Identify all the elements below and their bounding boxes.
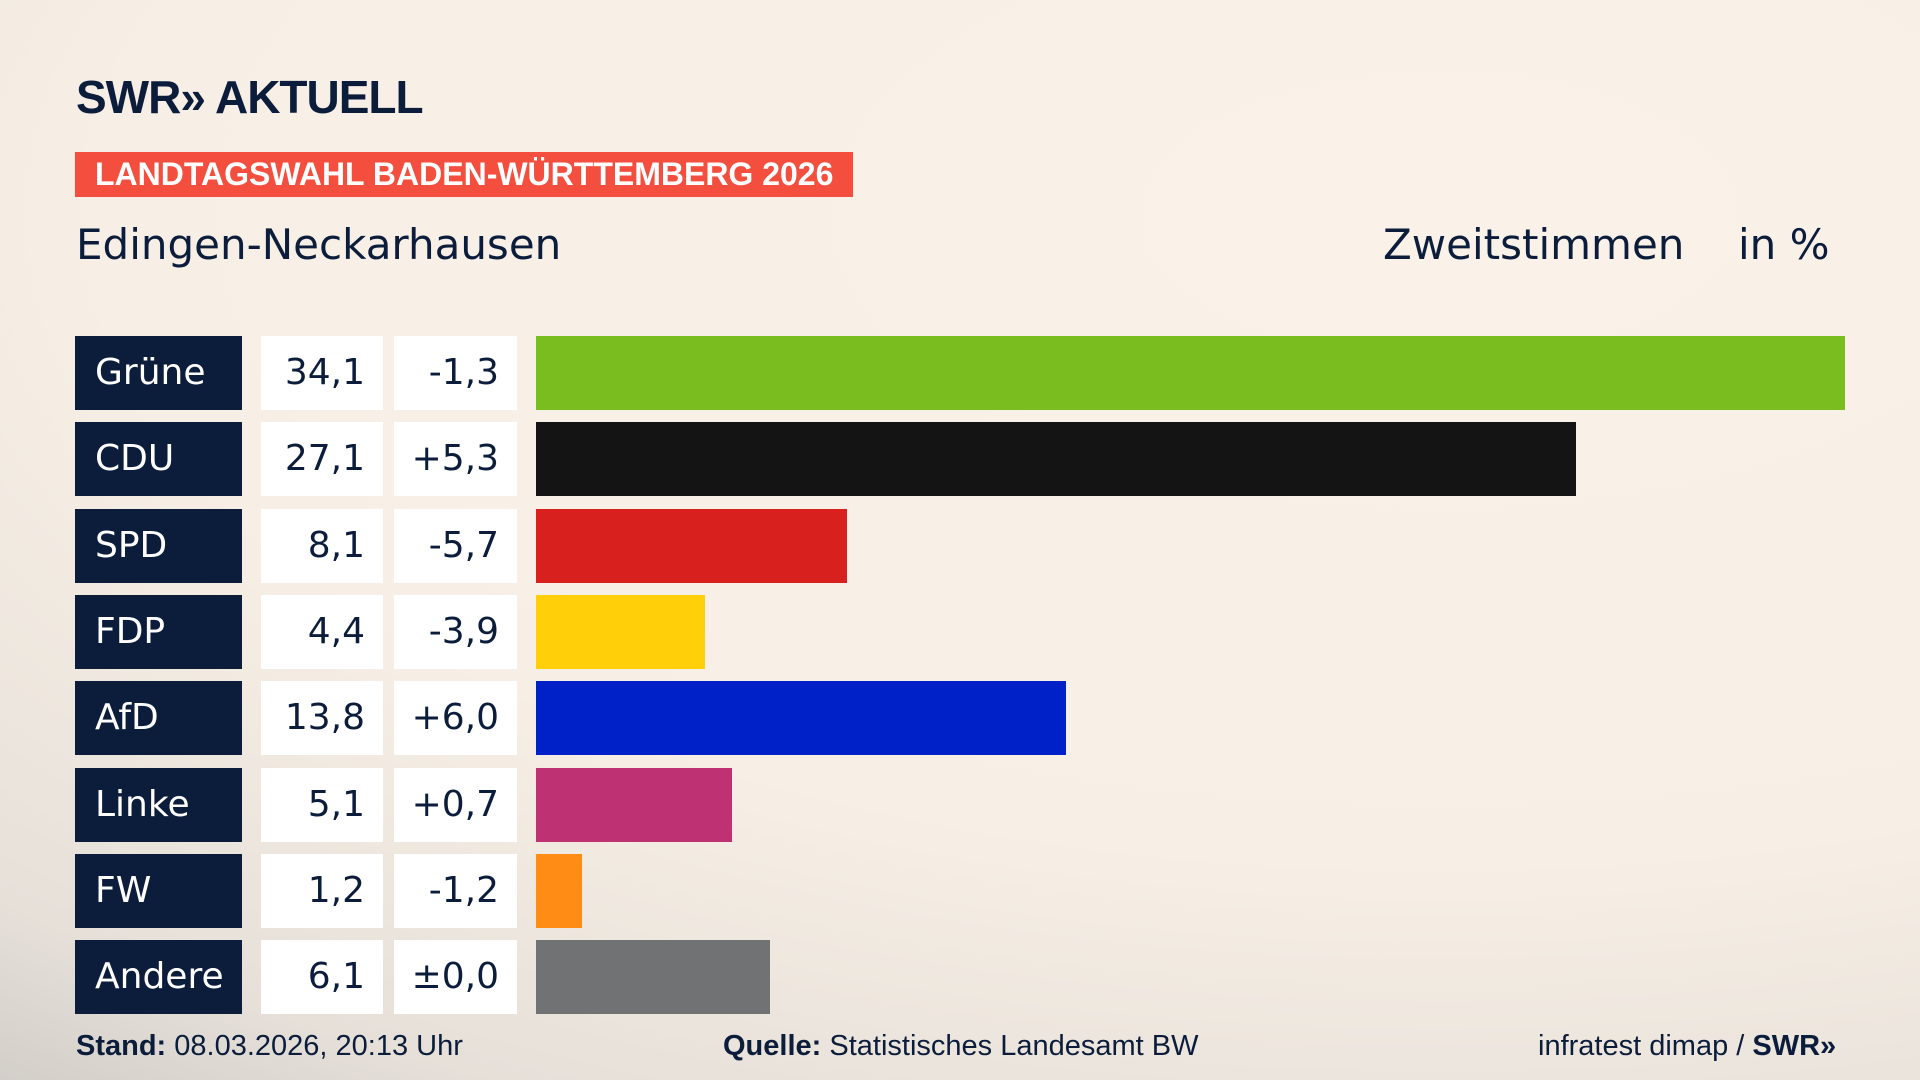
- diff-label: -1,2: [394, 853, 517, 928]
- bar: [536, 767, 732, 842]
- value-label: 13,8: [261, 681, 383, 756]
- value-label: 27,1: [261, 422, 383, 497]
- bar: [536, 940, 771, 1015]
- party-label: Andere: [75, 940, 242, 1015]
- value-label: 34,1: [261, 336, 383, 410]
- bar: [536, 594, 705, 669]
- value-label: 6,1: [261, 940, 383, 1015]
- diff-label: -5,7: [394, 508, 517, 583]
- swr-aktuell-logo: SWR» AKTUELL: [76, 71, 424, 123]
- source-label: Quelle:: [723, 1030, 822, 1062]
- diff-label: +5,3: [394, 422, 517, 497]
- swr-logo: SWR»: [1752, 1030, 1837, 1062]
- party-label: Linke: [75, 767, 242, 842]
- bar-row: Linke 5,1 +0,7: [0, 767, 1920, 842]
- diff-label: +0,7: [394, 767, 517, 842]
- unit-label: in %: [1738, 220, 1830, 269]
- party-label: AfD: [75, 681, 242, 756]
- party-label: FW: [75, 853, 242, 928]
- bar: [536, 853, 583, 928]
- party-label: SPD: [75, 508, 242, 583]
- credit-text: infratest dimap /: [1538, 1030, 1745, 1062]
- source: Quelle: Statistisches Landesamt BW: [723, 1030, 1198, 1063]
- stand-value: 08.03.2026, 20:13 Uhr: [174, 1030, 463, 1062]
- party-label: Grüne: [75, 336, 242, 410]
- bar-row: FW 1,2 -1,2: [0, 853, 1920, 928]
- timestamp: Stand: 08.03.2026, 20:13 Uhr: [76, 1030, 463, 1063]
- value-label: 1,2: [261, 853, 383, 928]
- stand-label: Stand:: [76, 1030, 167, 1062]
- bar-row: Andere 6,1 ±0,0: [0, 940, 1920, 1015]
- bar-row: Grüne 34,1 -1,3: [0, 336, 1920, 410]
- value-label: 4,4: [261, 594, 383, 669]
- metric-label: Zweitstimmen: [1383, 220, 1685, 269]
- credit: infratest dimap / SWR»: [1538, 1030, 1836, 1063]
- diff-label: +6,0: [394, 681, 517, 756]
- bar-row: FDP 4,4 -3,9: [0, 594, 1920, 669]
- diff-label: ±0,0: [394, 940, 517, 1015]
- bar-row: SPD 8,1 -5,7: [0, 508, 1920, 583]
- value-label: 5,1: [261, 767, 383, 842]
- source-value: Statistisches Landesamt BW: [829, 1030, 1199, 1062]
- party-label: CDU: [75, 422, 242, 497]
- diff-label: -1,3: [394, 336, 517, 410]
- bar-row: AfD 13,8 +6,0: [0, 681, 1920, 756]
- bar: [536, 508, 847, 583]
- party-label: FDP: [75, 594, 242, 669]
- election-banner: LANDTAGSWAHL BADEN-WÜRTTEMBERG 2026: [75, 152, 854, 197]
- bar-row: CDU 27,1 +5,3: [0, 422, 1920, 497]
- value-label: 8,1: [261, 508, 383, 583]
- bar: [536, 336, 1845, 410]
- diff-label: -3,9: [394, 594, 517, 669]
- bar: [536, 681, 1066, 756]
- location-title: Edingen-Neckarhausen: [76, 220, 562, 269]
- bar: [536, 422, 1577, 497]
